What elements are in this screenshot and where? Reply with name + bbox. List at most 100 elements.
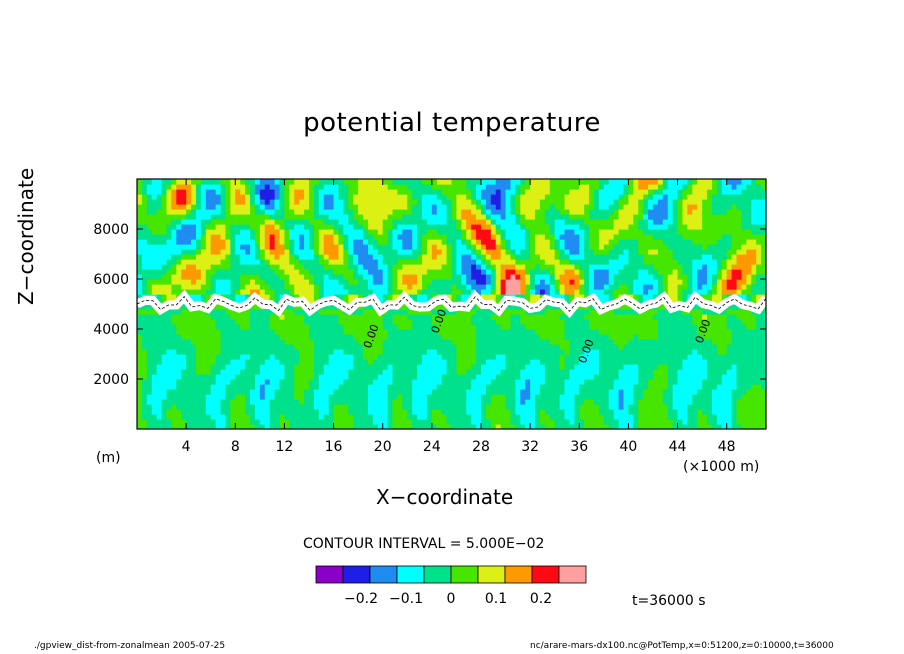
contour-cell xyxy=(574,284,580,290)
contour-cell xyxy=(657,409,664,415)
contour-cell xyxy=(628,399,634,405)
contour-cell xyxy=(333,409,340,415)
contour-cell xyxy=(633,399,639,405)
contour-cell xyxy=(333,364,340,370)
contour-cell xyxy=(200,379,207,385)
contour-cell xyxy=(697,364,703,370)
contour-cell xyxy=(633,349,639,355)
contour-cell xyxy=(711,299,718,305)
contour-cell xyxy=(279,289,286,295)
contour-cell xyxy=(392,279,399,285)
contour-cell xyxy=(318,289,325,295)
contour-cell xyxy=(382,364,389,370)
contour-cell xyxy=(166,254,172,260)
contour-cell xyxy=(505,284,512,290)
contour-cell xyxy=(294,354,300,360)
contour-cell xyxy=(294,279,300,285)
contour-cell xyxy=(402,369,408,375)
contour-cell xyxy=(510,234,516,240)
contour-cell xyxy=(500,234,507,240)
contour-cell xyxy=(736,254,743,260)
contour-cell xyxy=(466,234,472,240)
contour-cell xyxy=(731,339,738,345)
contour-cell xyxy=(377,284,384,290)
contour-cell xyxy=(456,379,462,385)
contour-cell xyxy=(230,309,236,315)
contour-cell xyxy=(652,349,659,355)
contour-cell xyxy=(367,284,374,290)
contour-cell xyxy=(308,419,315,425)
contour-cell xyxy=(245,369,251,375)
contour-cell xyxy=(667,384,674,390)
contour-cell xyxy=(166,349,172,355)
contour-cell xyxy=(451,314,458,320)
contour-cell xyxy=(451,409,458,415)
contour-cell xyxy=(191,239,197,245)
contour-cell xyxy=(530,379,536,385)
contour-cell xyxy=(318,384,325,390)
contour-cell xyxy=(181,329,187,335)
contour-cell xyxy=(220,344,227,350)
contour-cell xyxy=(707,279,713,285)
contour-cell xyxy=(417,279,423,285)
contour-cell xyxy=(235,334,241,340)
contour-cell xyxy=(515,319,521,325)
contour-cell xyxy=(235,294,241,300)
contour-cell xyxy=(726,419,733,425)
contour-cell xyxy=(235,289,241,295)
contour-cell xyxy=(520,254,526,260)
contour-cell xyxy=(363,404,369,410)
contour-cell xyxy=(648,324,654,330)
contour-cell xyxy=(137,249,143,255)
contour-cell xyxy=(156,359,163,365)
contour-cell xyxy=(382,274,389,280)
contour-cell xyxy=(687,369,693,375)
contour-cell xyxy=(594,399,600,405)
contour-cell xyxy=(461,259,467,265)
contour-cell xyxy=(245,344,251,350)
contour-cell xyxy=(711,244,718,250)
contour-cell xyxy=(353,364,359,370)
contour-cell xyxy=(186,419,192,425)
contour-cell xyxy=(161,389,168,395)
contour-cell xyxy=(618,334,625,340)
contour-cell xyxy=(441,274,448,280)
contour-cell xyxy=(225,339,231,345)
contour-cell xyxy=(382,239,389,245)
contour-cell xyxy=(451,339,458,345)
contour-cell xyxy=(618,399,625,405)
contour-cell xyxy=(500,384,507,390)
contour-cell xyxy=(259,369,266,375)
contour-cell xyxy=(485,344,492,350)
contour-cell xyxy=(657,324,664,330)
contour-cell xyxy=(431,319,438,325)
contour-cell xyxy=(191,289,197,295)
contour-cell xyxy=(245,389,251,395)
contour-cell xyxy=(274,239,281,245)
contour-cell xyxy=(308,244,315,250)
contour-cell xyxy=(628,349,634,355)
contour-cell xyxy=(471,344,477,350)
contour-cell xyxy=(613,254,620,260)
contour-cell xyxy=(392,329,399,335)
contour-cell xyxy=(141,369,148,375)
contour-cell xyxy=(181,264,187,270)
contour-cell xyxy=(716,369,723,375)
contour-cell xyxy=(446,354,453,360)
contour-cell xyxy=(382,314,389,320)
contour-cell xyxy=(564,289,571,295)
contour-cell xyxy=(692,254,698,260)
contour-cell xyxy=(638,374,644,380)
contour-cell xyxy=(279,419,286,425)
contour-cell xyxy=(510,314,516,320)
contour-cell xyxy=(313,274,320,280)
contour-cell xyxy=(441,319,448,325)
contour-cell xyxy=(726,389,733,395)
contour-cell xyxy=(702,324,708,330)
contour-cell xyxy=(554,384,561,390)
contour-cell xyxy=(515,324,521,330)
contour-cell xyxy=(672,294,679,300)
contour-cell xyxy=(205,339,212,345)
contour-cell xyxy=(259,379,266,385)
contour-cell xyxy=(304,239,310,245)
